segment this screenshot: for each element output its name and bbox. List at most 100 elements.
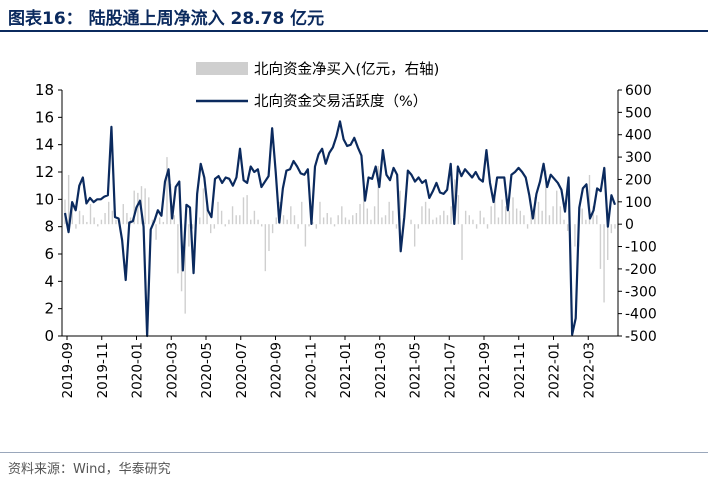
x-tick-label: 2020-09 <box>269 342 285 398</box>
bar <box>246 195 248 225</box>
bar <box>490 206 492 225</box>
bar <box>184 224 186 314</box>
left-tick-label: 4 <box>44 272 54 290</box>
bar <box>239 215 241 225</box>
bar <box>231 206 234 225</box>
bar <box>384 215 387 225</box>
bar <box>366 208 369 225</box>
bar <box>359 204 361 225</box>
bar <box>264 224 267 272</box>
right-tick-label: -400 <box>625 307 657 323</box>
bar <box>530 213 532 225</box>
x-tick-label: 2020-11 <box>303 342 319 398</box>
bar <box>607 224 609 260</box>
bar <box>148 197 150 225</box>
left-tick-label: 2 <box>44 300 54 318</box>
legend: 北向资金净买入(亿元，右轴) 北向资金交易活跃度（%） <box>196 61 439 110</box>
right-tick-label: 100 <box>625 195 652 211</box>
bar <box>519 210 521 225</box>
bar <box>97 224 99 227</box>
bar <box>450 206 452 225</box>
bar <box>250 219 252 225</box>
bar <box>483 217 485 225</box>
bar <box>235 215 237 225</box>
axes: 0 2 4 6 8 10 12 14 16 18 -500 -400 -300 -200 -100 0 100 2… <box>35 81 657 398</box>
bar <box>399 190 401 225</box>
bar <box>286 219 288 225</box>
bar <box>199 217 201 225</box>
left-tick-label: 16 <box>35 108 54 126</box>
bar <box>497 217 500 225</box>
bar <box>326 213 328 225</box>
bar <box>220 210 223 225</box>
x-tick-label: 2021-03 <box>373 342 389 398</box>
bar <box>108 201 110 225</box>
bar <box>115 219 117 225</box>
bar <box>439 215 441 225</box>
bar <box>614 224 616 229</box>
bar <box>424 201 427 225</box>
bar <box>352 215 354 225</box>
bar <box>461 224 463 260</box>
bar <box>585 219 587 225</box>
x-tick-label: 2022-01 <box>547 342 563 398</box>
bar <box>344 217 347 225</box>
bar <box>610 224 613 234</box>
bar <box>468 215 470 225</box>
right-tick-label: 500 <box>625 105 652 121</box>
bar <box>373 206 376 225</box>
bar <box>428 208 430 225</box>
bar <box>472 219 474 225</box>
bar <box>177 224 179 274</box>
x-tick-label: 2021-07 <box>442 342 458 398</box>
left-tick-label: 14 <box>35 136 54 154</box>
bar <box>355 213 358 225</box>
x-tick-label: 2022-03 <box>581 342 597 398</box>
bar <box>155 224 157 240</box>
bar <box>501 199 503 225</box>
bar-series <box>64 157 616 314</box>
bar <box>191 224 194 229</box>
x-tick-label: 2020-03 <box>164 342 180 398</box>
left-tick-label: 8 <box>44 218 54 236</box>
right-tick-label: 0 <box>625 217 634 233</box>
bar <box>111 210 114 225</box>
bar <box>432 219 434 225</box>
bar <box>268 224 270 252</box>
bar <box>381 217 383 225</box>
bar <box>151 219 154 225</box>
bar <box>104 213 106 225</box>
x-tick-label: 2019-09 <box>60 342 76 398</box>
bar <box>311 221 314 225</box>
bar <box>210 224 212 234</box>
right-tick-label: 600 <box>625 83 652 99</box>
bar <box>526 224 529 229</box>
bar <box>486 224 489 229</box>
legend-bar-swatch <box>196 62 248 75</box>
bar <box>206 206 208 225</box>
bar <box>508 210 511 225</box>
bar <box>563 219 565 225</box>
bar <box>228 219 230 225</box>
bar <box>417 224 420 229</box>
bar <box>552 206 554 225</box>
right-tick-label: -300 <box>625 284 657 300</box>
bar <box>315 224 318 229</box>
bar <box>166 157 168 225</box>
x-tick-label: 2020-01 <box>130 342 146 398</box>
bar <box>512 197 514 225</box>
bar <box>122 204 124 225</box>
bar <box>322 217 325 225</box>
bar <box>78 210 81 225</box>
right-tick-label: -100 <box>625 240 657 256</box>
activity-line <box>63 120 617 338</box>
bar <box>202 188 205 225</box>
bar <box>413 224 416 247</box>
bar <box>100 219 103 225</box>
bar <box>446 215 449 225</box>
bar <box>599 224 602 269</box>
bar <box>581 208 583 225</box>
bar <box>82 215 84 225</box>
bar <box>93 217 95 225</box>
bar <box>548 215 551 225</box>
